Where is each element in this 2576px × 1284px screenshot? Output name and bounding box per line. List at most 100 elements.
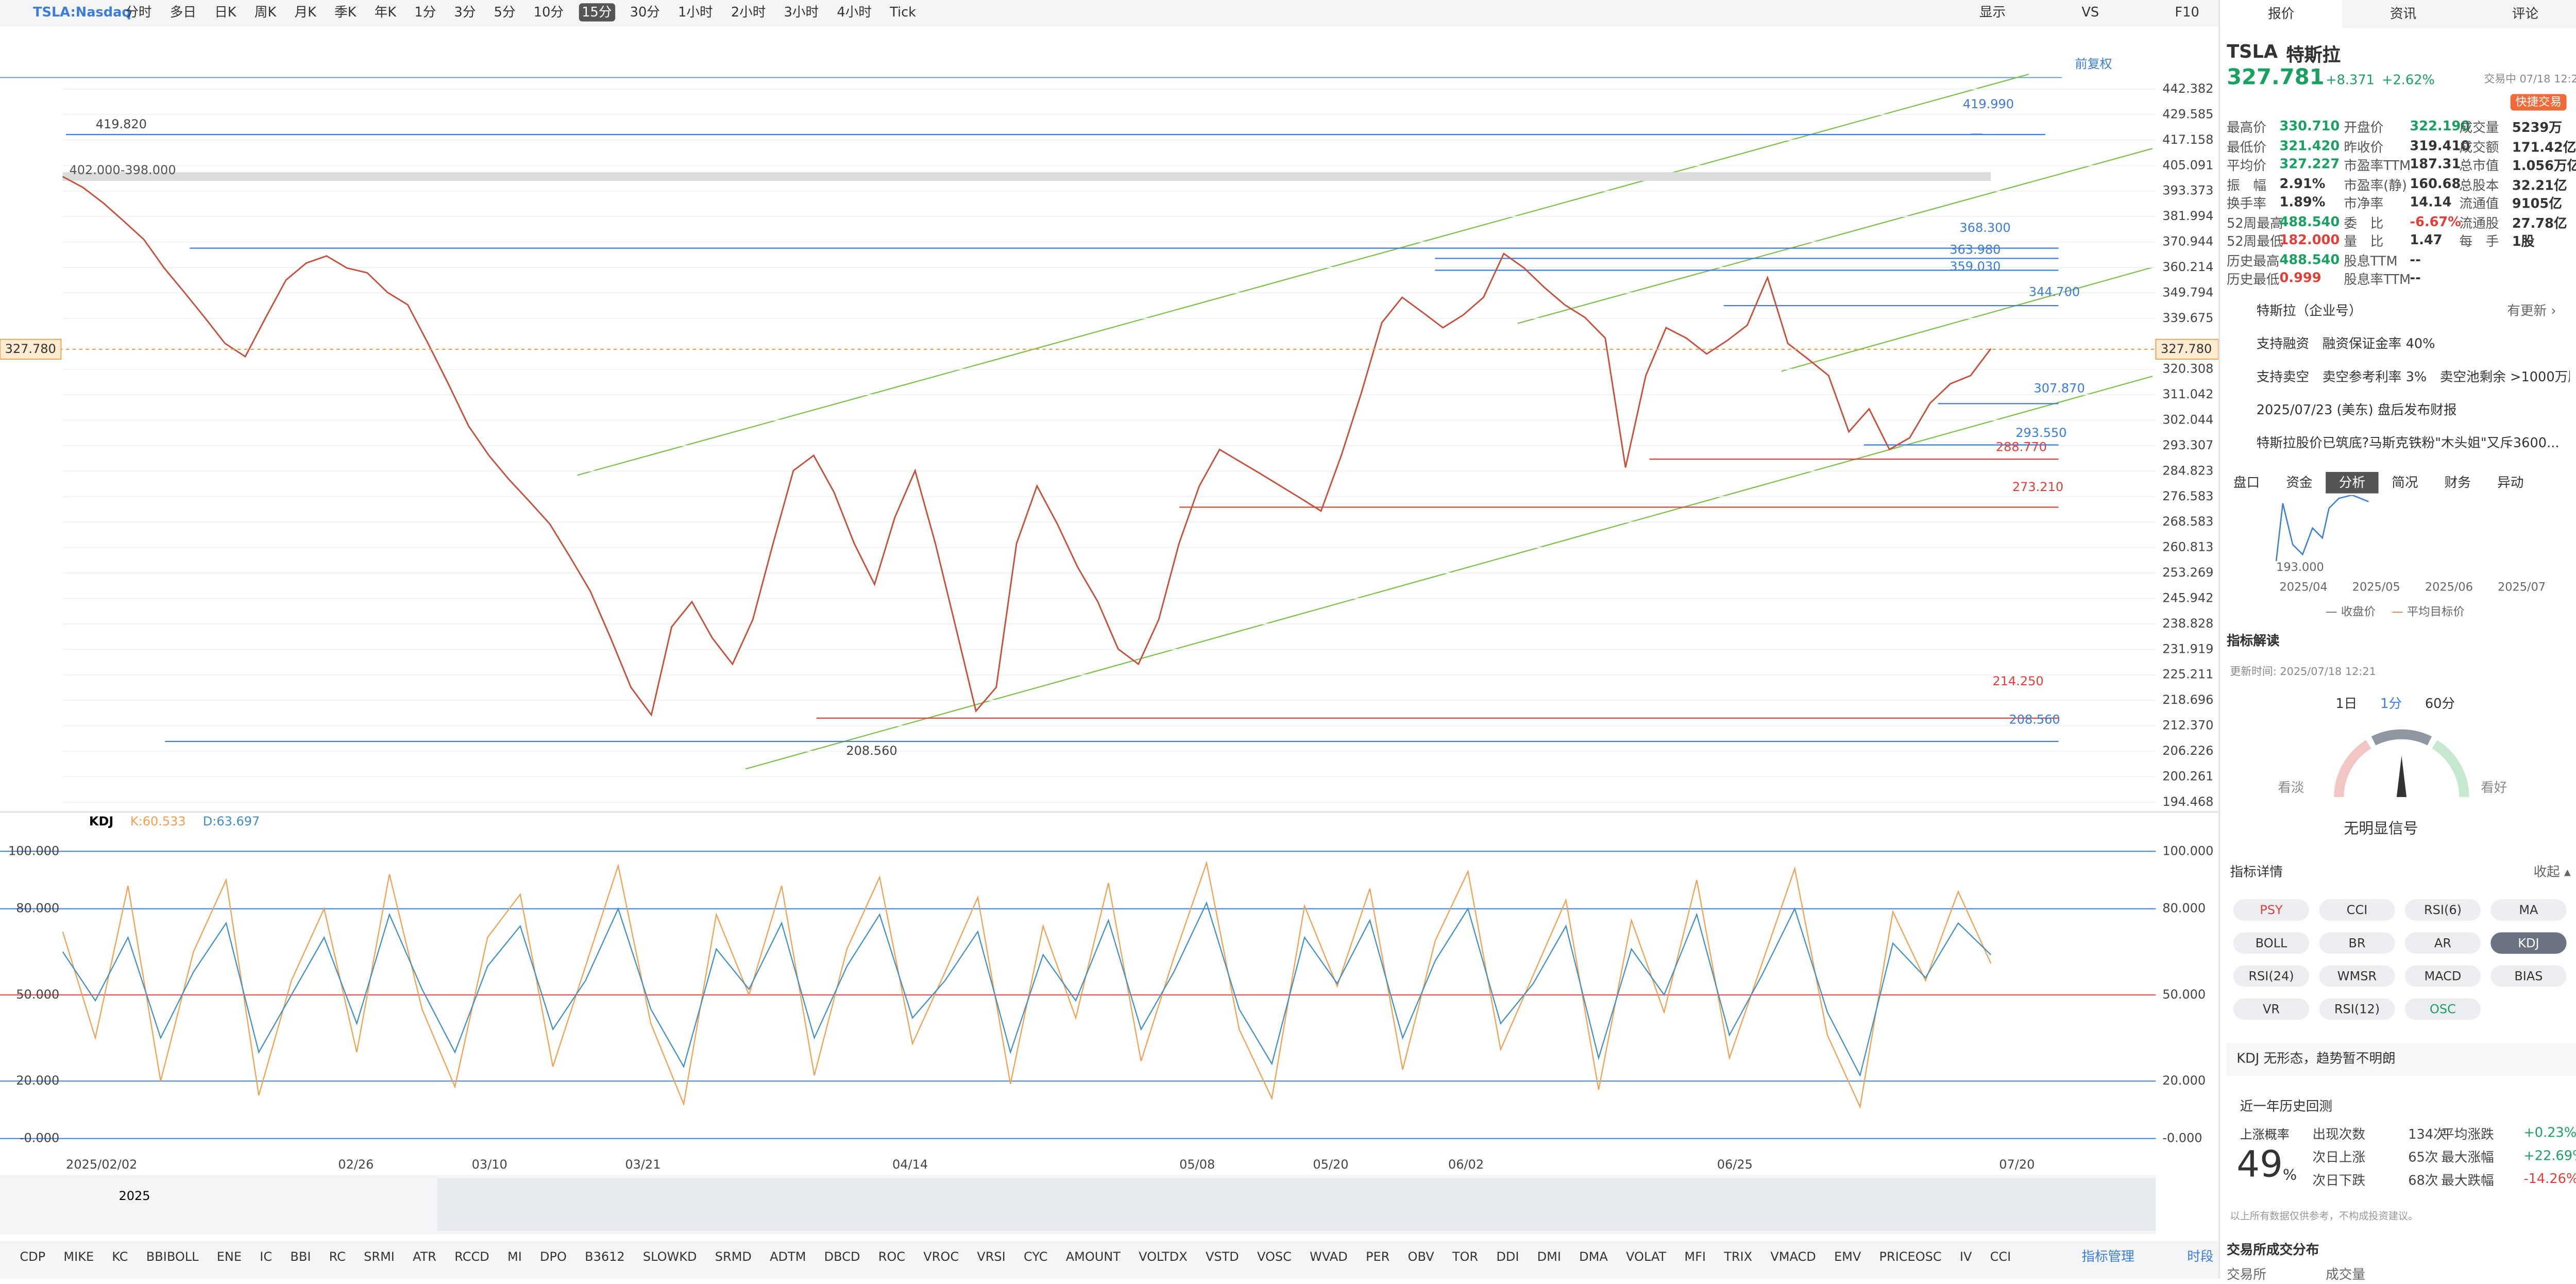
period[interactable]: 2小时 [731, 5, 766, 20]
indicator[interactable]: SLOWKD [642, 1249, 697, 1264]
chip[interactable]: CCI [2319, 899, 2395, 921]
indicator[interactable]: VSTD [1205, 1249, 1239, 1264]
adjust-label[interactable]: 前复权 [2075, 57, 2112, 71]
indicator[interactable]: PRICEOSC [1879, 1249, 1942, 1264]
chip[interactable]: OSC [2404, 998, 2481, 1020]
indicator[interactable]: ADTM [770, 1249, 806, 1264]
indicator[interactable]: WVAD [1310, 1249, 1348, 1264]
toolbar-item[interactable]: 显示 [1979, 5, 2006, 20]
indicator[interactable]: MIKE [63, 1249, 94, 1264]
indicator[interactable]: CDP [20, 1249, 46, 1264]
indicator[interactable]: IV [1959, 1249, 1972, 1264]
period[interactable]: 1分 [414, 5, 436, 20]
period[interactable]: 月K [294, 5, 316, 20]
sub-tab[interactable]: 资金 [2286, 475, 2313, 491]
indicator[interactable]: IC [260, 1249, 273, 1264]
indicator[interactable]: TRIX [1724, 1249, 1753, 1264]
sub-tab[interactable]: 简况 [2392, 475, 2418, 491]
indicator[interactable]: EMV [1834, 1249, 1861, 1264]
indicator[interactable]: B3612 [585, 1249, 625, 1264]
update[interactable]: 有更新 › [2507, 303, 2556, 319]
indicator[interactable]: BBI [290, 1249, 311, 1264]
sub-tab[interactable]: 异动 [2497, 475, 2524, 491]
indicator[interactable]: SRMI [364, 1249, 395, 1264]
indicator[interactable]: DMI [1537, 1249, 1561, 1264]
session[interactable]: 时段 [2187, 1249, 2214, 1264]
indicator[interactable]: ROC [878, 1249, 906, 1264]
period[interactable]: 4小时 [837, 5, 872, 20]
signal-period[interactable]: 1分 [2380, 696, 2402, 712]
indicator[interactable]: MFI [1684, 1249, 1706, 1264]
period[interactable]: 1小时 [678, 5, 713, 20]
chip[interactable]: RSI(12) [2319, 998, 2395, 1020]
indicator[interactable]: RCCD [454, 1249, 489, 1264]
chip[interactable]: MA [2490, 899, 2567, 921]
chip[interactable]: BOLL [2233, 932, 2310, 954]
period[interactable]: 15分 [578, 3, 615, 22]
period[interactable]: 10分 [533, 5, 564, 20]
indicator[interactable]: DBCD [824, 1249, 860, 1264]
sub-tab[interactable]: 盘口 [2233, 475, 2260, 491]
chip[interactable]: AR [2404, 932, 2481, 954]
signal-period[interactable]: 60分 [2425, 696, 2455, 712]
indicator[interactable]: VOLAT [1626, 1249, 1667, 1264]
toolbar-item[interactable]: VS [2081, 5, 2099, 20]
period[interactable]: 多日 [170, 5, 196, 20]
chip[interactable]: WMSR [2319, 965, 2395, 987]
chip[interactable]: KDJ [2490, 932, 2567, 954]
period[interactable]: Tick [890, 5, 917, 20]
chip[interactable]: VR [2233, 998, 2310, 1020]
news-item[interactable]: 支持卖空 卖空参考利率 3% 卖空池剩余 >1000万股 [2256, 369, 2570, 385]
indicator[interactable]: AMOUNT [1065, 1249, 1121, 1264]
period[interactable]: 日K [214, 5, 236, 20]
sub-tab[interactable]: 财务 [2444, 475, 2471, 491]
period[interactable]: 30分 [630, 5, 660, 20]
news-item[interactable]: 支持融资 融资保证金率 40% [2256, 336, 2435, 352]
tab[interactable]: 资讯 [2390, 6, 2417, 22]
indicator[interactable]: OBV [1408, 1249, 1434, 1264]
quick-trade[interactable]: 快捷交易 [2510, 94, 2567, 111]
indicator[interactable]: VOSC [1257, 1249, 1292, 1264]
indicator[interactable]: VMACD [1770, 1249, 1816, 1264]
toolbar-item[interactable]: F10 [2175, 5, 2199, 20]
indicator[interactable]: DMA [1579, 1249, 1608, 1264]
navigator-window[interactable] [437, 1178, 2156, 1231]
news-item[interactable]: 2025/07/23 (美东) 盘后发布财报 [2256, 402, 2457, 418]
chip[interactable]: RSI(6) [2404, 899, 2481, 921]
indicator[interactable]: MI [507, 1249, 522, 1264]
chip[interactable]: BR [2319, 932, 2395, 954]
indicator[interactable]: ENE [216, 1249, 242, 1264]
signal-period[interactable]: 1日 [2335, 696, 2358, 712]
tab[interactable]: 评论 [2512, 6, 2539, 22]
sub-tab[interactable]: 分析 [2326, 471, 2379, 494]
period[interactable]: 3小时 [784, 5, 819, 20]
indicator[interactable]: KC [112, 1249, 128, 1264]
chip[interactable]: RSI(24) [2233, 965, 2310, 987]
period[interactable]: 3分 [454, 5, 476, 20]
chip[interactable]: PSY [2233, 899, 2310, 921]
indicator[interactable]: CCI [1990, 1249, 2011, 1264]
period[interactable]: 分时 [125, 5, 152, 20]
indicator[interactable]: VOLTDX [1139, 1249, 1188, 1264]
collapse[interactable]: 收起 ▴ [2533, 865, 2571, 880]
indicator[interactable]: BBIBOLL [146, 1249, 199, 1264]
indicator[interactable]: PER [1365, 1249, 1390, 1264]
indicator[interactable]: VRSI [977, 1249, 1006, 1264]
period[interactable]: 5分 [494, 5, 516, 20]
indicator[interactable]: RC [329, 1249, 346, 1264]
period[interactable]: 周K [254, 5, 277, 20]
chip[interactable]: MACD [2404, 965, 2481, 987]
indicator[interactable]: VROC [923, 1249, 959, 1264]
indicator-manage[interactable]: 指标管理 [2081, 1249, 2134, 1264]
tab[interactable]: 报价 [2220, 0, 2343, 28]
indicator[interactable]: DDI [1496, 1249, 1519, 1264]
news-item[interactable]: 特斯拉股价已筑底?马斯克铁粉"木头姐"又斥3600... [2256, 435, 2560, 451]
indicator[interactable]: ATR [413, 1249, 437, 1264]
chip[interactable]: BIAS [2490, 965, 2567, 987]
indicator[interactable]: DPO [540, 1249, 567, 1264]
indicator[interactable]: SRMD [715, 1249, 752, 1264]
period[interactable]: 季K [334, 5, 357, 20]
period[interactable]: 年K [374, 5, 397, 20]
indicator[interactable]: CYC [1023, 1249, 1048, 1264]
symbol[interactable]: TSLA:Nasdaq [33, 5, 131, 20]
